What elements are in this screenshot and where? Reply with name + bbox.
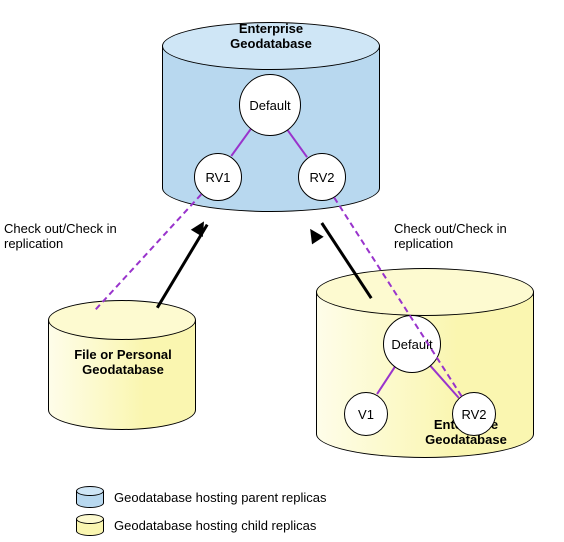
- legend-row-1: Geodatabase hosting child replicas: [76, 514, 316, 536]
- replication-label-1: Check out/Check inreplication: [394, 222, 564, 252]
- legend-swatch: [76, 514, 104, 536]
- diagram-stage: { "canvas": { "width": 564, "height": 54…: [0, 0, 564, 542]
- version-node-v1: V1: [344, 392, 388, 436]
- legend-label: Geodatabase hosting child replicas: [114, 518, 316, 533]
- cylinder-title-child_left: File or PersonalGeodatabase: [56, 348, 190, 378]
- version-node-default2: Default: [383, 315, 441, 373]
- version-node-default: Default: [239, 74, 301, 136]
- version-node-label: RV1: [205, 170, 230, 185]
- arrow-head: [304, 225, 323, 244]
- legend-swatch: [76, 486, 104, 508]
- arrow-head: [191, 218, 210, 237]
- legend-label: Geodatabase hosting parent replicas: [114, 490, 326, 505]
- version-node-label: Default: [249, 98, 290, 113]
- replication-label-0: Check out/Check inreplication: [4, 222, 174, 252]
- version-node-label: V1: [358, 407, 374, 422]
- version-node-rv2: RV2: [298, 153, 346, 201]
- version-node-label: RV2: [461, 407, 486, 422]
- version-node-rv2b: RV2: [452, 392, 496, 436]
- version-node-label: RV2: [309, 170, 334, 185]
- cylinder-title-parent: EnterpriseGeodatabase: [206, 22, 336, 52]
- legend-row-0: Geodatabase hosting parent replicas: [76, 486, 326, 508]
